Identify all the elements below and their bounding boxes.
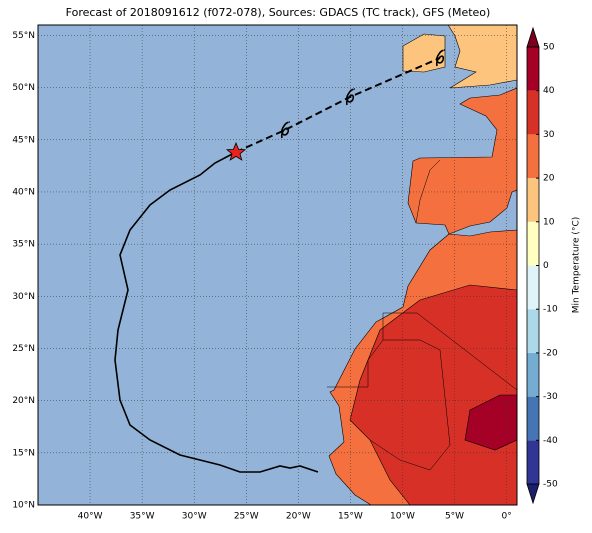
y-tick-label: 10°N xyxy=(12,501,35,511)
colorbar-tick-label: 20 xyxy=(543,174,555,184)
land xyxy=(327,25,517,505)
map-title: Forecast of 2018091612 (f072-078), Sourc… xyxy=(66,6,491,19)
colorbar-tick-label: 0 xyxy=(543,261,549,271)
colorbar-band xyxy=(527,221,539,266)
x-tick-label: 15°W xyxy=(338,512,363,522)
x-tick-label: 5°W xyxy=(445,512,464,522)
storm-symbol xyxy=(345,88,355,106)
x-tick-label: 10°W xyxy=(390,512,415,522)
y-tick-label: 30°N xyxy=(12,292,35,302)
uk xyxy=(447,25,517,89)
colorbar-tick-label: 50 xyxy=(543,43,555,53)
current-position xyxy=(225,141,247,161)
colorbar-band xyxy=(527,396,539,441)
x-tick-label: 25°W xyxy=(234,512,259,522)
colorbar-tick-label: -40 xyxy=(543,436,558,446)
y-tick-label: 15°N xyxy=(12,448,35,458)
track xyxy=(114,49,445,473)
colorbar-band xyxy=(527,265,539,310)
x-tick-label: 0° xyxy=(501,512,511,522)
colorbar-tick-label: -20 xyxy=(543,348,558,358)
x-tick-label: 40°W xyxy=(78,512,103,522)
colorbar-label: Min Temperature (°C) xyxy=(572,217,582,314)
storm-symbol xyxy=(280,121,290,139)
colorbar-tick-label: 40 xyxy=(543,86,555,96)
map-frame xyxy=(37,24,518,506)
storm-symbol xyxy=(435,49,445,67)
y-tick-label: 25°N xyxy=(12,344,35,354)
colorbar-band xyxy=(527,352,539,397)
y-tick-label: 50°N xyxy=(12,83,35,93)
track-past xyxy=(114,151,319,473)
y-tick-label: 40°N xyxy=(12,187,35,197)
x-tick-label: 30°W xyxy=(182,512,207,522)
colorbar-tick-label: 10 xyxy=(543,217,555,227)
colorbar-tick-label: -30 xyxy=(543,392,558,402)
colorbar-tick-label: 30 xyxy=(543,130,555,140)
y-tick-label: 35°N xyxy=(12,240,35,250)
colorbar-band xyxy=(527,90,539,135)
colorbar-over xyxy=(526,26,540,48)
colorbar-band xyxy=(527,47,539,91)
borders xyxy=(327,159,517,471)
track-forecast xyxy=(235,57,441,153)
sahara-hottest xyxy=(464,394,517,451)
y-tick-label: 55°N xyxy=(12,31,35,41)
colorbar-under xyxy=(526,483,540,505)
colorbar-band xyxy=(527,134,539,179)
x-tick-label: 35°W xyxy=(130,512,155,522)
colorbar-band xyxy=(527,309,539,353)
iberia-france xyxy=(407,87,517,235)
colorbar-band xyxy=(527,178,539,222)
ireland xyxy=(402,33,446,73)
x-tick-label: 20°W xyxy=(286,512,311,522)
y-tick-label: 45°N xyxy=(12,135,35,145)
colorbar-tick-label: -50 xyxy=(543,480,558,490)
y-tick-label: 20°N xyxy=(12,396,35,406)
colorbar-tick-label: -10 xyxy=(543,305,558,315)
colorbar-band xyxy=(527,440,539,484)
